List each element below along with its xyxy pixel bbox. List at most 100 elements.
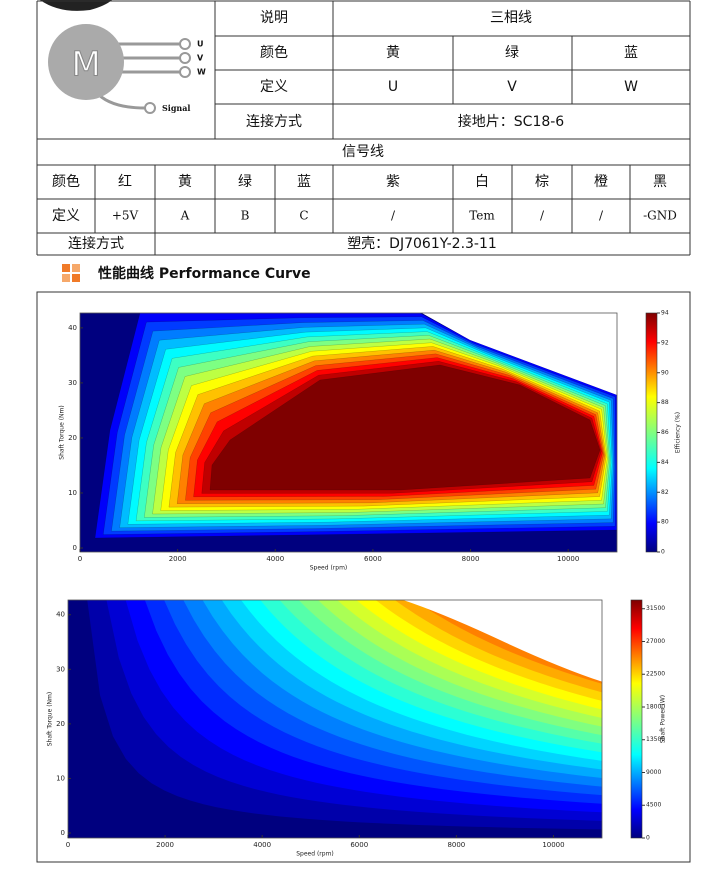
- y-tick-label: 0: [61, 829, 65, 837]
- x-tick-label: 4000: [266, 555, 284, 563]
- y-tick-label: 20: [68, 434, 77, 442]
- table-cell: 黄: [178, 173, 192, 190]
- y-tick-label: 0: [73, 544, 77, 552]
- colorbar-label: Shaft Power (W): [660, 695, 667, 743]
- colorbar-tick-label: 0: [646, 835, 650, 842]
- corner-shape: [40, 0, 112, 11]
- table-cell: 接地片：SC18-6: [458, 113, 565, 130]
- table-cell: +5V: [112, 209, 139, 223]
- y-axis-label: Shaft Torque (Nm): [59, 405, 66, 459]
- colorbar-tick-label: 0: [661, 549, 665, 556]
- table-cell: Tem: [469, 209, 495, 223]
- table-cell: B: [241, 209, 250, 223]
- table-cell: 黑: [653, 174, 667, 190]
- table-cell: A: [180, 209, 190, 223]
- x-tick-label: 0: [78, 555, 82, 563]
- pin-label: V: [197, 54, 204, 63]
- x-axis-label: Speed (rpm): [310, 565, 348, 572]
- table-cell: 绿: [505, 45, 519, 61]
- table-cell: 黄: [386, 44, 400, 61]
- pin-label: U: [197, 40, 204, 49]
- y-tick-label: 30: [56, 665, 65, 673]
- y-axis-label: Shaft Torque (Nm): [47, 692, 54, 746]
- table-cell: 三相线: [490, 10, 532, 26]
- colorbar-tick-label: 18000: [646, 703, 665, 710]
- colorbar-tick-label: 82: [661, 489, 669, 496]
- table-cell: 颜色: [52, 173, 80, 190]
- table-cell: 橙: [594, 174, 608, 190]
- x-tick-label: 6000: [364, 555, 382, 563]
- plot-border: [67, 599, 603, 839]
- plot-blank: [402, 600, 602, 682]
- colorbar-tick-label: 4500: [646, 802, 661, 809]
- x-tick-label: 8000: [462, 555, 480, 563]
- colorbar-tick-label: 94: [661, 310, 669, 317]
- plot-blank: [421, 313, 617, 395]
- pin-label: W: [197, 68, 206, 77]
- x-tick-label: 8000: [447, 841, 465, 849]
- x-tick-label: 10000: [542, 841, 564, 849]
- x-tick-label: 4000: [253, 841, 271, 849]
- table-cell: 定义: [52, 208, 80, 224]
- colorbar-tick-label: 27000: [646, 638, 665, 645]
- motor-icon: M U V W Signal: [48, 24, 206, 114]
- table-cell: 紫: [386, 174, 400, 190]
- table-cell: 绿: [238, 174, 252, 190]
- section-title: 性能曲线 Performance Curve: [98, 265, 311, 282]
- y-tick-label: 40: [56, 611, 65, 619]
- y-tick-label: 10: [56, 774, 65, 782]
- colorbar-tick-label: 92: [661, 339, 669, 346]
- colorbar: [630, 599, 643, 839]
- table-cell: 蓝: [297, 174, 311, 190]
- table-cell: V: [507, 79, 517, 95]
- contour-band: [209, 364, 601, 491]
- motor-letter: M: [71, 45, 100, 85]
- table-cell: 信号线: [342, 144, 384, 160]
- x-tick-label: 0: [66, 841, 70, 849]
- colorbar-tick-label: 86: [661, 429, 669, 436]
- table-cell: /: [540, 209, 545, 223]
- plot-border: [79, 312, 618, 553]
- x-tick-label: 2000: [169, 555, 187, 563]
- table-cell: -GND: [643, 209, 677, 223]
- y-tick-label: 10: [68, 489, 77, 497]
- table-cell: 连接方式: [68, 235, 124, 252]
- y-tick-label: 20: [56, 720, 65, 728]
- section-icon: [62, 264, 80, 282]
- colorbar-tick-label: 90: [661, 369, 669, 376]
- x-tick-label: 6000: [350, 841, 368, 849]
- colorbar-tick-label: 84: [661, 459, 669, 466]
- table-cell: 红: [118, 174, 132, 190]
- x-tick-label: 10000: [557, 555, 579, 563]
- table-cell: 蓝: [624, 45, 638, 61]
- table-cell: /: [599, 209, 604, 223]
- colorbar-tick-label: 13500: [646, 736, 665, 743]
- colorbar-tick-label: 9000: [646, 769, 661, 776]
- spec-table: 说明 三相线颜色黄绿蓝定义 U V W连接方式 接地片：SC18-6信号线颜色红黄绿蓝紫白…: [36, 0, 691, 256]
- table-cell: 颜色: [260, 44, 288, 61]
- x-tick-label: 2000: [156, 841, 174, 849]
- colorbar: [645, 312, 658, 553]
- table-cell: 塑壳：DJ7061Y-2.3-11: [347, 235, 497, 252]
- table-cell: W: [624, 79, 638, 95]
- motor-body: [48, 24, 124, 100]
- table-cell: C: [299, 209, 308, 223]
- table-cell: U: [388, 79, 398, 95]
- y-tick-label: 30: [68, 379, 77, 387]
- table-cell: 说明: [260, 10, 288, 26]
- table-cell: 棕: [535, 174, 549, 190]
- colorbar-tick-label: 31500: [646, 605, 665, 612]
- chart-frame: [36, 291, 691, 863]
- table-cell: 白: [475, 174, 489, 190]
- y-tick-label: 40: [68, 324, 77, 332]
- colorbar-label: Efficiency (%): [675, 412, 682, 453]
- table-cell: 定义: [260, 79, 288, 95]
- table-cell: /: [391, 209, 396, 223]
- contour-fill: [80, 313, 617, 552]
- x-axis-label: Speed (rpm): [296, 851, 334, 858]
- contour-fill: [68, 600, 602, 838]
- signal-label: Signal: [162, 103, 190, 113]
- colorbar-tick-label: 80: [661, 519, 669, 526]
